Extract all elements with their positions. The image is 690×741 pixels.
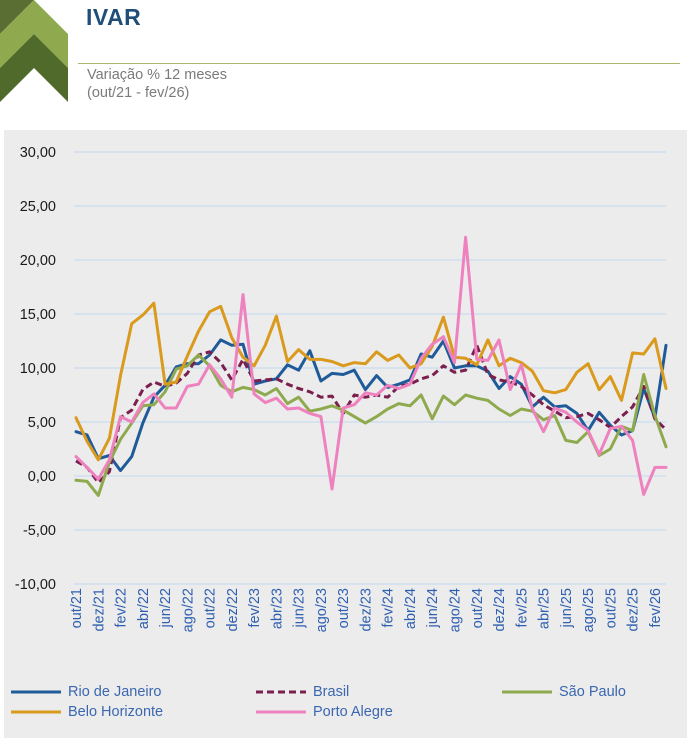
y-tick-label: 20,00	[20, 253, 56, 269]
chart-panel	[4, 130, 687, 738]
legend-item: Porto Alegre	[255, 704, 393, 720]
page-subtitle: Variação % 12 meses (out/21 - fev/26)	[87, 66, 227, 102]
x-tick-label: jun/23	[292, 588, 308, 629]
legend-label: São Paulo	[559, 684, 626, 700]
x-tick-label: jun/22	[158, 588, 174, 629]
legend-swatch	[256, 690, 306, 694]
x-tick-label: out/23	[336, 588, 352, 628]
legend-swatch	[11, 690, 61, 694]
y-tick-label: 25,00	[20, 199, 56, 215]
legend-item: Rio de Janeiro	[10, 684, 162, 700]
x-tick-label: abr/25	[537, 588, 553, 629]
y-tick-label: 15,00	[20, 307, 56, 323]
page-title: IVAR	[86, 4, 142, 30]
x-tick-label: dez/25	[626, 588, 642, 632]
x-tick-label: fev/25	[514, 588, 530, 628]
chevron-logo-icon	[0, 0, 68, 102]
y-tick-label: 30,00	[20, 145, 56, 161]
y-tick-label: 5,00	[28, 415, 56, 431]
x-tick-label: ago/22	[180, 588, 196, 632]
x-tick-label: jun/24	[425, 588, 441, 629]
y-tick-label: -5,00	[23, 523, 56, 539]
x-tick-label: abr/23	[269, 588, 285, 629]
legend-label: Rio de Janeiro	[68, 684, 162, 700]
legend-item: São Paulo	[501, 684, 626, 700]
legend-label: Brasil	[313, 684, 350, 700]
y-tick-label: 0,00	[28, 469, 56, 485]
legend-swatch	[256, 710, 306, 714]
x-tick-label: out/25	[603, 588, 619, 628]
x-tick-label: dez/23	[358, 588, 374, 632]
subtitle-line-2: (out/21 - fev/26)	[87, 85, 190, 101]
x-tick-label: fev/22	[114, 588, 130, 628]
legend-label: Porto Alegre	[313, 704, 393, 720]
x-tick-label: abr/22	[136, 588, 152, 629]
legend-swatch	[502, 690, 552, 694]
legend-swatch	[11, 710, 61, 714]
y-tick-label: -10,00	[15, 577, 56, 593]
series-line-belo-horizonte	[74, 301, 668, 462]
x-tick-label: fev/24	[381, 588, 397, 628]
x-tick-label: abr/24	[403, 588, 419, 629]
header-divider	[78, 63, 680, 64]
series-line-brasil	[75, 343, 668, 484]
subtitle-line-1: Variação % 12 meses	[87, 67, 227, 83]
legend-item: Belo Horizonte	[10, 704, 163, 720]
x-tick-label: jun/25	[559, 588, 575, 629]
x-tick-label: fev/26	[648, 588, 664, 628]
x-tick-label: out/24	[470, 588, 486, 628]
x-tick-label: ago/25	[581, 588, 597, 632]
series-line-porto-alegre	[74, 235, 668, 496]
y-tick-label: 10,00	[20, 361, 56, 377]
chart-legend: Rio de Janeiro Brasil São Paulo Belo Horizo…	[10, 684, 680, 734]
x-tick-label: dez/21	[91, 588, 107, 632]
x-tick-label: out/22	[203, 588, 219, 628]
legend-label: Belo Horizonte	[68, 704, 164, 720]
series-line-sao-paulo	[74, 353, 668, 497]
x-tick-label: ago/24	[447, 588, 463, 632]
report-header: IVAR Variação % 12 meses (out/21 - fev/2…	[0, 0, 690, 125]
x-tick-label: dez/22	[225, 588, 241, 632]
x-tick-label: out/21	[69, 588, 85, 628]
legend-item: Brasil	[255, 684, 349, 700]
x-tick-label: ago/23	[314, 588, 330, 632]
x-tick-label: dez/24	[492, 588, 508, 632]
x-tick-label: fev/23	[247, 588, 263, 628]
